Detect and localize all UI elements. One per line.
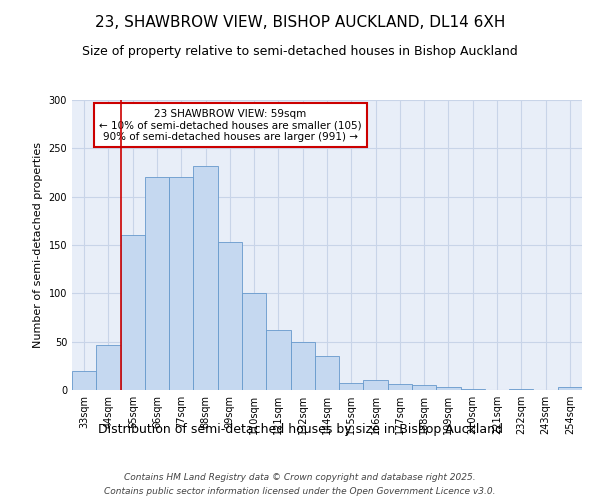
Bar <box>218 242 242 390</box>
Bar <box>266 330 290 390</box>
Bar <box>193 166 218 390</box>
Bar <box>242 294 266 390</box>
Bar <box>72 370 96 390</box>
Bar <box>364 380 388 390</box>
Text: Distribution of semi-detached houses by size in Bishop Auckland: Distribution of semi-detached houses by … <box>97 422 503 436</box>
Text: Size of property relative to semi-detached houses in Bishop Auckland: Size of property relative to semi-detach… <box>82 45 518 58</box>
Y-axis label: Number of semi-detached properties: Number of semi-detached properties <box>33 142 43 348</box>
Text: Contains public sector information licensed under the Open Government Licence v3: Contains public sector information licen… <box>104 488 496 496</box>
Text: Contains HM Land Registry data © Crown copyright and database right 2025.: Contains HM Land Registry data © Crown c… <box>124 472 476 482</box>
Bar <box>558 387 582 390</box>
Bar <box>121 236 145 390</box>
Bar <box>96 344 121 390</box>
Bar <box>290 342 315 390</box>
Bar <box>436 387 461 390</box>
Bar <box>509 389 533 390</box>
Bar <box>339 383 364 390</box>
Bar <box>169 178 193 390</box>
Text: 23, SHAWBROW VIEW, BISHOP AUCKLAND, DL14 6XH: 23, SHAWBROW VIEW, BISHOP AUCKLAND, DL14… <box>95 15 505 30</box>
Bar <box>315 356 339 390</box>
Bar <box>145 178 169 390</box>
Bar <box>388 384 412 390</box>
Bar <box>412 385 436 390</box>
Text: 23 SHAWBROW VIEW: 59sqm
← 10% of semi-detached houses are smaller (105)
90% of s: 23 SHAWBROW VIEW: 59sqm ← 10% of semi-de… <box>99 108 361 142</box>
Bar <box>461 389 485 390</box>
